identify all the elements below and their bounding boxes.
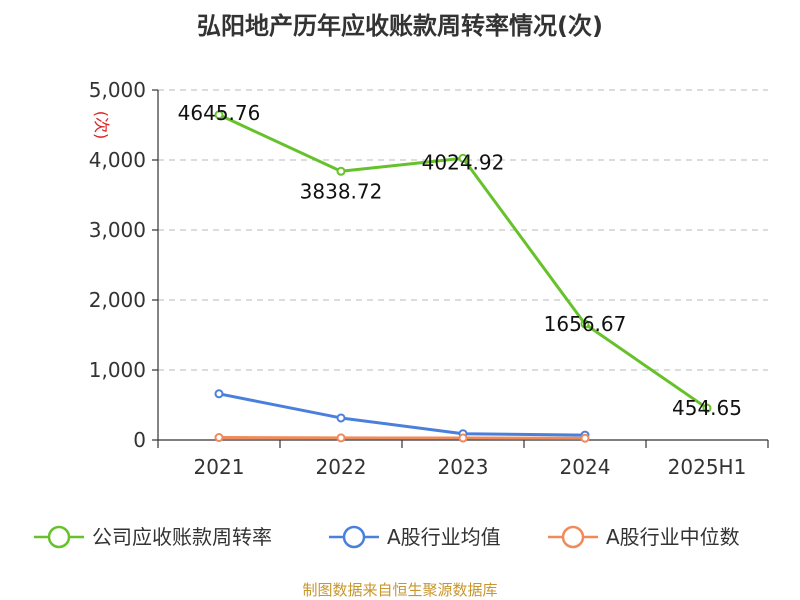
- y-axis-unit-label: (次): [92, 111, 111, 140]
- data-point: [214, 433, 224, 443]
- x-tick-label: 2022: [316, 455, 367, 479]
- x-tick-label: 2024: [560, 455, 611, 479]
- y-tick-label: 2,000: [89, 288, 146, 312]
- y-tick-label: 0: [133, 428, 146, 452]
- axes: 0 1,000 2,000 3,000 4,000 5,000 2021 2022 2023 20…: [89, 78, 769, 479]
- data-point: [336, 166, 346, 176]
- legend-item-2[interactable]: A股行业均值: [329, 525, 501, 549]
- data-label: 4024.92: [422, 150, 505, 174]
- data-point: [336, 413, 346, 423]
- legend-item-1[interactable]: 公司应收账款周转率: [34, 525, 272, 549]
- legend-marker: [342, 525, 366, 549]
- series-line: [218, 436, 586, 440]
- data-point: [580, 319, 590, 329]
- data-point: [580, 433, 590, 443]
- gridlines: [158, 89, 768, 371]
- data-point: [214, 389, 224, 399]
- data-label: 454.65: [672, 396, 742, 420]
- series-1: [214, 110, 712, 413]
- data-source-note: 制图数据来自恒生聚源数据库: [302, 581, 497, 599]
- data-point: [702, 403, 712, 413]
- legend[interactable]: 公司应收账款周转率 A股行业均值 A股行业中位数: [34, 525, 740, 549]
- data-label: 4645.76: [178, 101, 261, 125]
- data-point: [458, 433, 468, 443]
- series-line: [218, 392, 586, 437]
- y-tick-label: 1,000: [89, 358, 146, 382]
- data-label: 3838.72: [300, 179, 383, 203]
- data-point: [336, 433, 346, 443]
- data-point: [458, 153, 468, 163]
- legend-label: A股行业均值: [387, 525, 501, 549]
- series-3: [214, 433, 590, 443]
- x-tick-label: 2021: [194, 455, 245, 479]
- data-point: [214, 110, 224, 120]
- legend-marker: [47, 525, 71, 549]
- data-label: 1656.67: [544, 312, 627, 336]
- data-labels: 4645.76 3838.72 4024.92 1656.67 454.65: [178, 101, 742, 420]
- y-tick-label: 5,000: [89, 78, 146, 102]
- legend-marker: [561, 525, 585, 549]
- x-tick-label: 2023: [438, 455, 489, 479]
- legend-item-3[interactable]: A股行业中位数: [548, 525, 740, 549]
- x-tick-label: 2025H1: [668, 455, 747, 479]
- legend-label: 公司应收账款周转率: [92, 525, 272, 549]
- y-tick-label: 3,000: [89, 218, 146, 242]
- series-lines: [214, 110, 712, 443]
- series-2: [214, 389, 590, 440]
- legend-label: A股行业中位数: [606, 525, 740, 549]
- chart-title: 弘阳地产历年应收账款周转率情况(次): [197, 12, 603, 40]
- y-tick-label: 4,000: [89, 148, 146, 172]
